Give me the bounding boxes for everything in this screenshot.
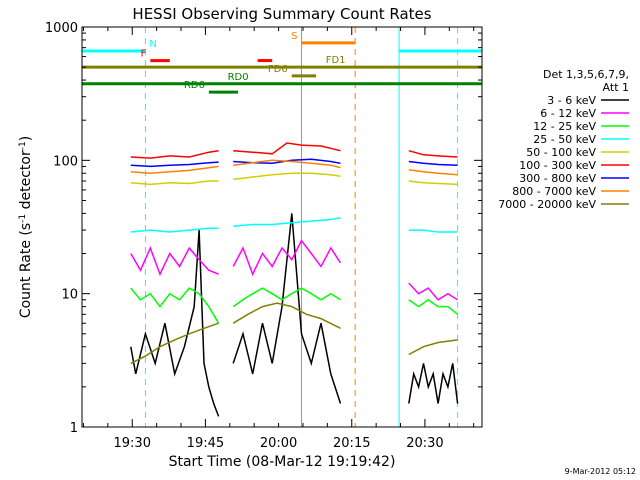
x-tick-label-20-00: 20:00: [260, 436, 297, 451]
axes: 1 10 100 1000 19:30 19:45 20:00 20:15 20:30: [45, 21, 482, 451]
x-tick-label-20-15: 20:15: [333, 436, 370, 451]
x-tick-label-20-30: 20:30: [406, 436, 443, 451]
plot-frame: [81, 26, 483, 428]
flag-label-rd6: RD6: [184, 80, 205, 91]
x-axis-label: Start Time (08-Mar-12 19:19:42): [169, 454, 396, 470]
series-line-12-25-kev-1: [232, 287, 341, 308]
series-line-100-300-kev-2: [408, 149, 458, 158]
series-line-6-12-kev-2: [408, 282, 458, 301]
series-line-800-7000-kev-1: [233, 159, 341, 169]
legend-label-7000-20000-kev: 7000 - 20000 keV: [498, 198, 596, 211]
legend-label-300-800-kev: 300 - 800 keV: [519, 172, 596, 185]
y-tick-label-1: 1: [70, 421, 78, 436]
y-axis-label: Count Rate (s-1 detector-1): [18, 136, 34, 318]
series-line-800-7000-kev-2: [408, 168, 458, 176]
flag-label-fd1: FD1: [326, 55, 346, 66]
series-line-6-12-kev-0: [130, 246, 219, 277]
legend-label-12-25-kev: 12 - 25 keV: [533, 120, 596, 133]
legend-label-800-7000-kev: 800 - 7000 keV: [512, 185, 596, 198]
x-tick-label-19-30: 19:30: [114, 436, 151, 451]
series-line-7000-20000-kev-0: [130, 322, 219, 365]
chart-title: HESSI Observing Summary Count Rates: [132, 5, 431, 23]
legend-header-0: Det 1,3,5,6,7,9,: [543, 68, 629, 81]
flag-label-f: F: [141, 49, 147, 60]
series-line-7000-20000-kev-2: [408, 339, 458, 356]
series-line-300-800-kev-2: [408, 160, 458, 166]
series-line-100-300-kev-1: [233, 142, 341, 155]
series-line-25-50-kev-1: [233, 217, 341, 228]
legend-label-25-50-kev: 25 - 50 keV: [533, 133, 596, 146]
legend-label-100-300-kev: 100 - 300 keV: [519, 159, 596, 172]
series-line-3-6-kev-0: [130, 230, 220, 417]
legend-header-1: Att 1: [603, 81, 629, 94]
y-tick-label-1000: 1000: [45, 21, 78, 36]
y-tick-label-100: 100: [53, 154, 78, 169]
series-line-100-300-kev-0: [130, 149, 219, 159]
legend-label-6-12-kev: 6 - 12 keV: [540, 107, 596, 120]
series-line-300-800-kev-0: [130, 161, 219, 168]
series-line-50-100-kev-1: [233, 172, 341, 181]
flag-label-fd6: FD6: [268, 64, 288, 75]
series-line-50-100-kev-2: [408, 180, 458, 186]
legend-label-3-6-kev: 3 - 6 keV: [547, 94, 596, 107]
series-line-6-12-kev-1: [232, 239, 342, 277]
series-line-12-25-kev-0: [130, 287, 220, 324]
series-line-25-50-kev-2: [408, 229, 458, 233]
x-tick-label-19-45: 19:45: [187, 436, 224, 451]
legend-label-50-100-kev: 50 - 100 keV: [526, 146, 596, 159]
flag-label-n: N: [149, 39, 156, 50]
y-axis-label-end: ): [18, 136, 34, 141]
series-line-25-50-kev-0: [130, 227, 219, 233]
series-line-3-6-kev-1: [232, 213, 342, 404]
flag-label-rd0: RD0: [228, 72, 249, 83]
y-axis-label-mid: detector: [18, 150, 34, 214]
y-axis-label-main: Count Rate (s: [18, 223, 34, 318]
series-line-800-7000-kev-0: [130, 165, 219, 175]
y-axis-label-sup2: -1: [18, 141, 28, 150]
footer-timestamp: 9-Mar-2012 05:12: [565, 467, 636, 476]
y-tick-label-10: 10: [61, 288, 78, 303]
flag-label-s: S: [291, 31, 297, 42]
y-axis-label-sup1: -1: [18, 214, 28, 223]
series-line-50-100-kev-0: [130, 180, 219, 186]
series-line-12-25-kev-2: [408, 298, 459, 315]
series-line-7000-20000-kev-1: [232, 302, 341, 329]
series-line-3-6-kev-2: [408, 363, 459, 404]
plot-area: NF S FD1 FD6 RD0 RD6: [82, 27, 482, 427]
